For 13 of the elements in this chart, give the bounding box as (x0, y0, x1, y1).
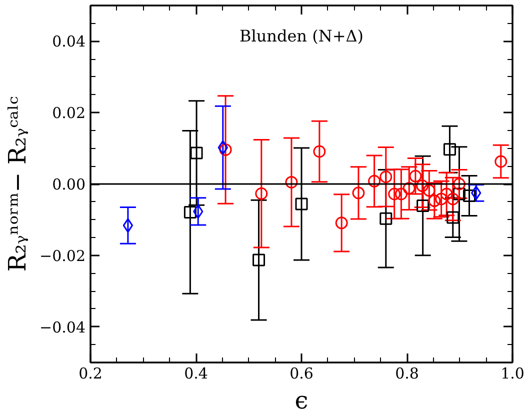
y-axis-title: R₂ᵧⁿᵒʳᵐ− R₂ᵧᶜᵃˡᶜ (4, 96, 32, 272)
y-tick-label: 0.04 (52, 32, 86, 51)
y-tick-label: −0.04 (40, 318, 86, 336)
annotation: Blunden (N+Δ) (239, 26, 364, 46)
x-axis-title: ϵ (294, 386, 308, 414)
x-tick-label: 1.0 (500, 364, 524, 382)
y-tick-label: 0.02 (52, 104, 86, 122)
y-tick-label: 0.00 (52, 176, 86, 194)
x-tick-label: 0.6 (290, 364, 314, 382)
x-tick-label: 0.2 (78, 364, 102, 382)
x-tick-label: 0.8 (395, 364, 419, 382)
y-tick-label: −0.02 (40, 246, 86, 265)
x-tick-label: 0.4 (184, 364, 208, 382)
